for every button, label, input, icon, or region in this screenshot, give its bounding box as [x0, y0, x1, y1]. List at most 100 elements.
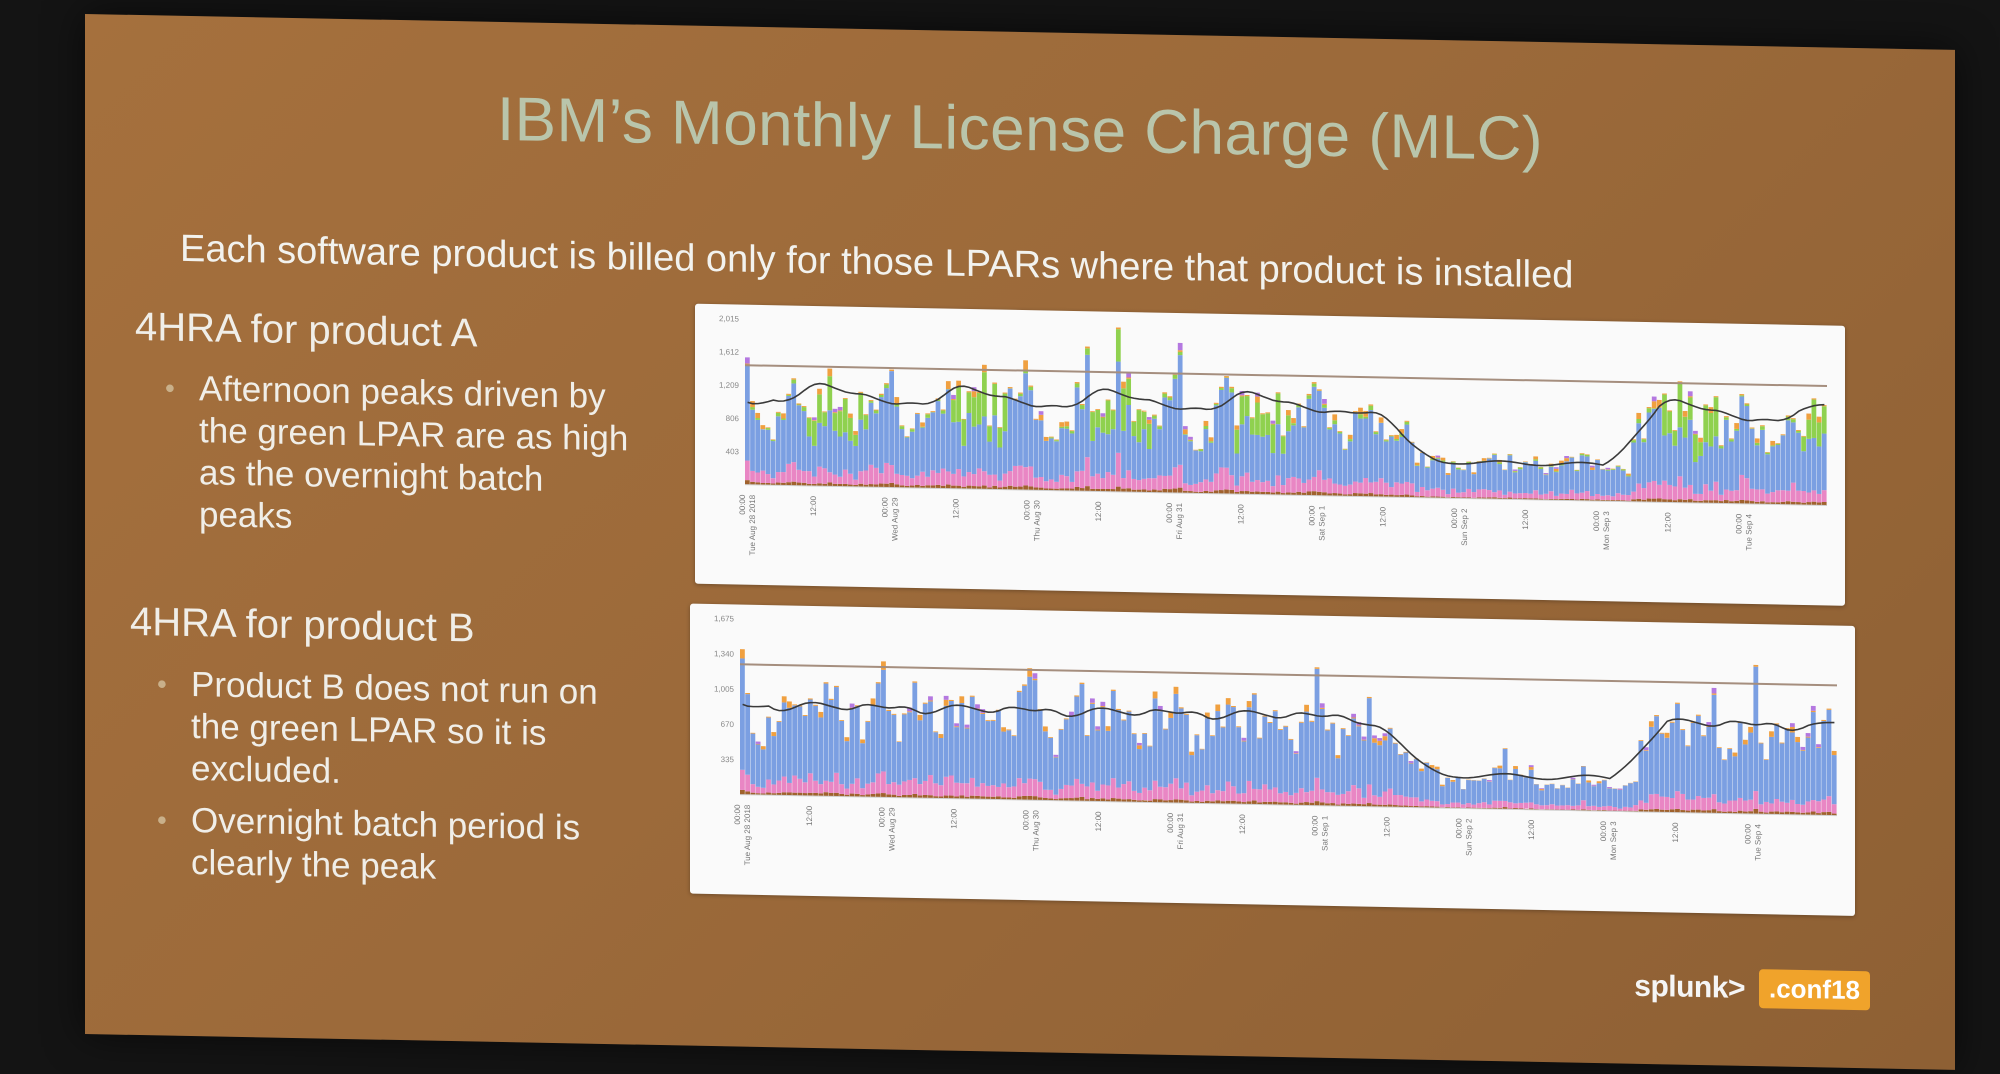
bar-segment — [791, 379, 797, 384]
x-tick: 12:00 — [1238, 814, 1247, 835]
bar-segment — [796, 405, 802, 470]
bar-segment — [865, 794, 871, 798]
bar-segment — [943, 776, 949, 796]
x-tick: 00:00 Sat Sep 1 — [1308, 505, 1327, 541]
bar-segment — [1760, 489, 1765, 502]
bar-segment — [1760, 426, 1765, 430]
bar-segment — [849, 708, 855, 784]
bar-segment — [776, 721, 782, 781]
bar-segment — [1801, 435, 1806, 437]
bar-segment — [1188, 484, 1193, 492]
bar-segment — [969, 777, 975, 796]
bar-segment — [1460, 789, 1466, 805]
bar-segment — [1636, 412, 1642, 420]
bar-segment — [745, 791, 751, 795]
bar-segment — [1064, 488, 1070, 491]
x-tick: 12:00 — [809, 495, 818, 516]
bar-segment — [1554, 788, 1560, 806]
bar-segment — [1306, 491, 1312, 496]
bar-segment — [1163, 800, 1168, 803]
bar-segment — [1335, 755, 1341, 759]
bar-segment — [1016, 778, 1022, 797]
bar-segment — [992, 415, 998, 475]
bar-segment — [1507, 455, 1513, 492]
bar-segment — [1095, 409, 1101, 428]
x-tick: 00:00 Tue Aug 28 2018 — [738, 494, 757, 556]
bar-segment — [1664, 796, 1670, 810]
bar-segment — [1152, 691, 1158, 699]
bar-segment — [976, 468, 982, 487]
bar-segment — [1084, 735, 1090, 787]
bar-segment — [1518, 775, 1524, 804]
bar-segment — [1680, 809, 1686, 813]
bar-segment — [786, 393, 791, 395]
bar-segment — [1301, 492, 1307, 496]
bar-segment — [1544, 805, 1550, 810]
bar-segment — [985, 721, 991, 786]
bar-segment — [930, 470, 936, 486]
bar-segment — [1116, 709, 1121, 788]
bar-segment — [1687, 484, 1693, 500]
bar-segment — [933, 731, 939, 733]
bar-segment — [1398, 795, 1404, 806]
bar-segment — [1569, 456, 1575, 458]
bar-segment — [822, 426, 828, 469]
bar-segment — [1492, 454, 1497, 493]
bar-segment — [1739, 474, 1745, 501]
bar-segment — [1028, 390, 1034, 467]
bar-segment — [1584, 456, 1590, 492]
bar-segment — [1100, 707, 1106, 785]
x-tick-label: 00:00 — [1310, 815, 1319, 836]
bar-segment — [1456, 467, 1461, 470]
bar-segment — [1131, 734, 1137, 791]
bar-segment — [987, 425, 992, 427]
bar-segment — [1110, 798, 1116, 802]
bar-segment — [940, 485, 946, 489]
bar-segment — [1806, 413, 1812, 420]
bar-segment — [1100, 417, 1106, 433]
bar-segment — [1193, 450, 1199, 484]
bar-segment — [1028, 385, 1034, 387]
bar-segment — [1748, 811, 1754, 815]
bar-segment — [1641, 442, 1647, 489]
bar-segment — [1309, 720, 1315, 722]
bar-segment — [1409, 442, 1415, 484]
bar-segment — [951, 398, 956, 401]
bar-segment — [912, 682, 918, 779]
bar-segment — [1069, 430, 1075, 432]
bar-segment — [1701, 736, 1706, 798]
bar-segment — [1337, 493, 1343, 497]
bar-segment — [1596, 806, 1602, 811]
bar-segment — [1810, 811, 1816, 816]
bar-segment — [1126, 710, 1132, 712]
bar-segment — [1784, 811, 1790, 815]
bar-segment — [1210, 793, 1215, 802]
bar-segment — [1727, 748, 1733, 801]
bar-segment — [1800, 746, 1806, 751]
bar-segment — [1435, 487, 1441, 497]
bar-segment — [935, 484, 941, 489]
bar-segment — [1162, 392, 1168, 394]
bar-segment — [1727, 800, 1733, 812]
bar-segment — [1641, 487, 1647, 500]
bar-segment — [1695, 714, 1701, 716]
bar-segment — [1737, 810, 1743, 814]
bar-segment — [1373, 494, 1379, 497]
bar-segment — [1706, 797, 1712, 811]
bar-segment — [1543, 473, 1549, 475]
bar-segment — [1038, 476, 1044, 488]
bar-segment — [1304, 711, 1309, 793]
bar-segment — [915, 412, 920, 414]
bar-segment — [1306, 398, 1312, 480]
bar-segment — [954, 723, 959, 727]
bar-segment — [1399, 494, 1405, 498]
bar-segment — [1038, 420, 1044, 478]
bar-segment — [1811, 490, 1817, 502]
bar-segment — [1327, 493, 1332, 496]
x-tick-date-label: Tue Aug 28 2018 — [743, 804, 752, 865]
bar-segment — [1654, 793, 1659, 809]
bar-segment — [1121, 388, 1126, 431]
bar-segment — [1723, 416, 1729, 418]
bar-segment — [1456, 492, 1461, 498]
bar-segment — [971, 391, 977, 398]
